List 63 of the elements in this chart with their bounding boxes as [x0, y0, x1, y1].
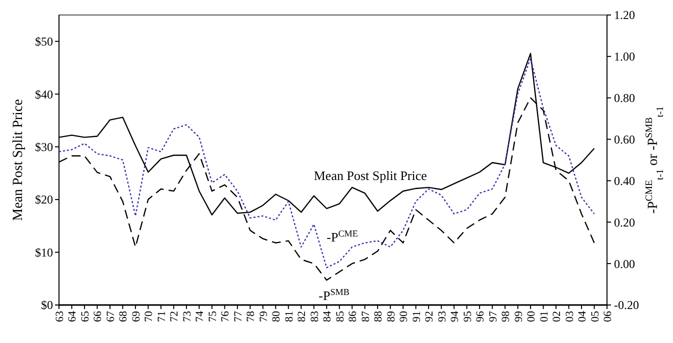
- x-tick-label: 82: [296, 311, 308, 322]
- x-tick-label: 93: [436, 310, 448, 322]
- x-tick-label: 05: [589, 310, 602, 322]
- x-tick-label: 03: [564, 310, 576, 322]
- x-tick-label: 02: [551, 311, 564, 322]
- x-tick-label: 98: [500, 310, 512, 322]
- y2-tick-label: 0.20: [614, 215, 635, 230]
- y2-tick-label: 0.60: [614, 132, 635, 146]
- x-tick-label: 69: [130, 310, 142, 322]
- x-tick-label: 76: [220, 310, 232, 322]
- series-label: -P$^{CME}$: [326, 228, 358, 245]
- x-tick-label: 96: [474, 310, 487, 322]
- x-tick-label: 90: [398, 310, 410, 322]
- x-tick-label: 77: [232, 310, 244, 322]
- y2-tick-label: 0.80: [614, 91, 635, 106]
- x-tick-label: 68: [118, 310, 130, 322]
- x-tick-label: 01: [538, 311, 550, 322]
- x-tick-label: 89: [385, 310, 398, 322]
- x-tick-label: 67: [104, 310, 117, 322]
- x-tick-label: 04: [576, 310, 589, 322]
- x-tick-label: 71: [156, 311, 168, 322]
- x-tick-label: 66: [92, 310, 104, 322]
- y2-tick-label: 0.40: [614, 174, 635, 188]
- x-tick-label: 64: [66, 310, 79, 322]
- x-tick-label: 88: [372, 310, 385, 322]
- series-label: Mean Post Split Price: [314, 168, 428, 183]
- x-tick-label: 91: [410, 311, 423, 322]
- x-tick-label: 95: [462, 310, 474, 322]
- y2-tick-label: 0.00: [614, 256, 635, 271]
- x-tick-label: 79: [258, 310, 270, 322]
- x-tick-label: 73: [181, 310, 194, 322]
- y2-tick-label: 1.00: [614, 50, 635, 64]
- y-tick-label: $20: [35, 192, 53, 207]
- x-tick-label: 72: [168, 311, 181, 322]
- x-tick-label: 86: [347, 310, 360, 322]
- x-tick-label: 74: [194, 310, 206, 322]
- x-tick-label: 92: [424, 311, 436, 322]
- x-tick-label: 94: [449, 310, 462, 322]
- x-tick-label: 75: [206, 310, 219, 322]
- y-tick-label: $10: [35, 245, 53, 260]
- x-tick-label: 63: [54, 310, 66, 322]
- x-tick-label: 78: [245, 310, 258, 322]
- x-tick-label: 65: [79, 310, 92, 322]
- x-tick-label: 00: [526, 310, 538, 322]
- y-axis-title: Mean Post Split Price: [11, 99, 26, 221]
- x-tick-label: 80: [270, 310, 283, 322]
- y2-tick-label: -0.20: [614, 298, 639, 312]
- y-tick-label: $50: [35, 34, 53, 49]
- x-tick-label: 81: [283, 311, 296, 322]
- series-label: -P$^{SMB}$: [318, 287, 350, 304]
- x-tick-label: 99: [512, 310, 525, 322]
- x-tick-label: 84: [322, 310, 334, 322]
- y-tick-label: $40: [35, 87, 53, 102]
- y2-tick-label: 1.20: [614, 8, 635, 22]
- x-tick-label: 87: [360, 310, 372, 322]
- line-series: [58, 58, 595, 268]
- x-tick-label: 70: [143, 310, 156, 322]
- x-tick-label: 97: [487, 310, 500, 322]
- x-tick-label: 83: [308, 310, 321, 322]
- y-tick-label: $0: [41, 298, 53, 312]
- y-tick-label: $30: [35, 140, 53, 154]
- x-tick-label: 06: [602, 310, 614, 322]
- x-tick-label: 85: [334, 310, 346, 322]
